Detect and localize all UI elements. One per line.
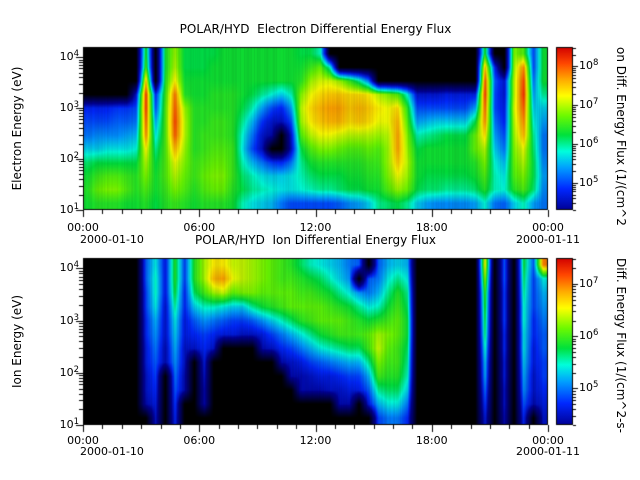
x-tick-label: 00:00 (67, 434, 99, 447)
colorbar-tick-label: 106 (579, 136, 599, 151)
y-tick-label: 101 (59, 417, 79, 431)
y-tick-label: 103 (59, 100, 79, 115)
x-tick-label: 00:00 (532, 221, 564, 234)
colorbar-tick-label: 106 (579, 328, 599, 343)
date-label-start-electron: 2000-01-10 (80, 233, 144, 246)
date-label-end-electron: 2000-01-11 (516, 233, 580, 246)
date-label-end-ion: 2000-01-11 (516, 445, 580, 458)
chart-title-ion: POLAR/HYD Ion Differential Energy Flux (195, 233, 436, 247)
colorbar-tick-label: 105 (579, 174, 599, 189)
y-tick-label: 101 (59, 202, 79, 216)
x-tick-label: 06:00 (183, 221, 216, 234)
ion-colorbar-label: Diff. Energy Flux (1/(cm^2-s- (614, 258, 628, 433)
y-tick-label: 102 (59, 151, 79, 166)
x-tick-label: 00:00 (532, 434, 564, 447)
x-tick-label: 18:00 (415, 434, 448, 447)
y-tick-label: 102 (59, 364, 79, 379)
chart-title-electron: POLAR/HYD Electron Differential Energy F… (179, 22, 452, 36)
date-label-start-ion: 2000-01-10 (80, 445, 144, 458)
x-tick-label: 12:00 (299, 221, 332, 234)
colorbar-tick-label: 107 (579, 97, 599, 112)
ion-y-axis-label: Ion Energy (eV) (10, 294, 24, 389)
x-tick-label: 18:00 (415, 221, 448, 234)
x-tick-label: 12:00 (299, 434, 332, 447)
colorbar-tick-label: 107 (579, 276, 599, 291)
y-tick-label: 104 (59, 49, 79, 64)
colorbar-tick-label: 105 (579, 380, 599, 395)
electron-colorbar-label: on Diff. Energy Flux (1/(cm^2 (614, 47, 628, 226)
colorbar-tick-label: 108 (579, 58, 599, 73)
x-tick-label: 06:00 (183, 434, 216, 447)
y-tick-label: 103 (59, 312, 79, 327)
electron-y-axis-label: Electron Energy (eV) (10, 66, 24, 191)
y-tick-label: 104 (59, 260, 79, 275)
x-tick-label: 00:00 (67, 221, 99, 234)
